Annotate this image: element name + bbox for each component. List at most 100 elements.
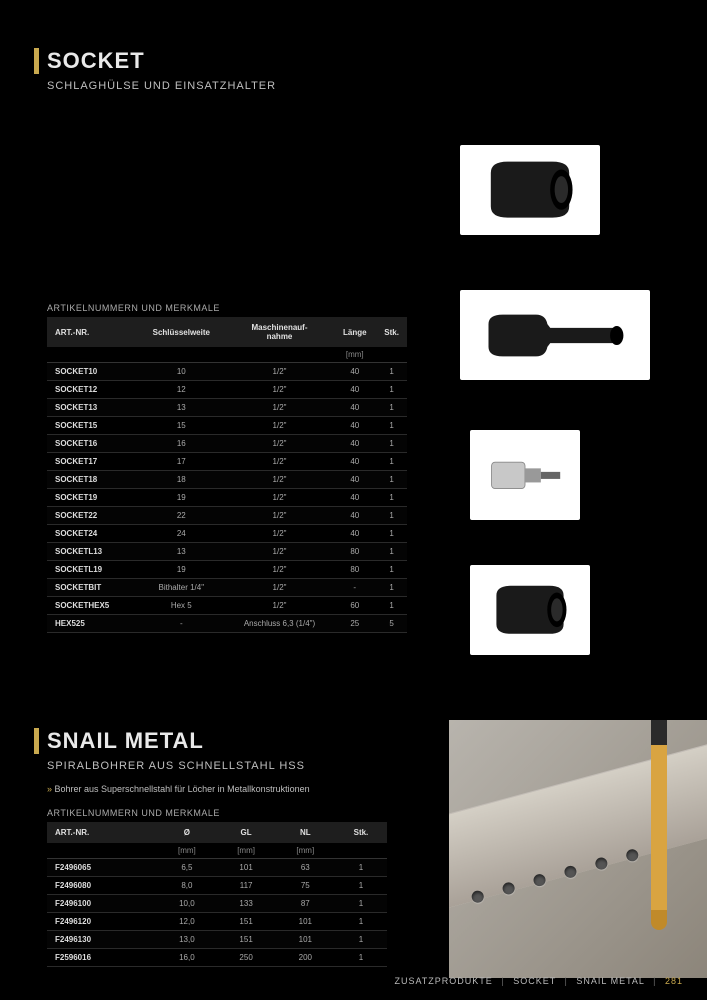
cell-value: 87: [276, 895, 335, 913]
section-title: SNAIL METAL: [47, 728, 204, 754]
cell-value: 1/2": [226, 435, 334, 453]
cell-value: 1: [376, 543, 407, 561]
cell-value: 40: [333, 507, 376, 525]
cell-value: 250: [217, 949, 276, 967]
table-header-row: ART.-NR. Ø GL NL Stk.: [47, 822, 387, 843]
cell-value: 40: [333, 381, 376, 399]
cell-value: 40: [333, 489, 376, 507]
cell-value: 101: [276, 913, 335, 931]
cell-artnr: SOCKET16: [47, 435, 137, 453]
cell-artnr: SOCKETHEX5: [47, 597, 137, 615]
cell-value: 151: [217, 931, 276, 949]
cell-value: 1: [335, 931, 387, 949]
cell-value: 60: [333, 597, 376, 615]
cell-value: 1: [376, 489, 407, 507]
cell-value: 80: [333, 561, 376, 579]
col-stk: Stk.: [335, 822, 387, 843]
table-row: SOCKETL19191/2"801: [47, 561, 407, 579]
table-row: F24960656,5101631: [47, 859, 387, 877]
cell-artnr: SOCKET10: [47, 363, 137, 381]
col-stk: Stk.: [376, 317, 407, 347]
accent-bar: [34, 48, 39, 74]
cell-value: 1: [376, 561, 407, 579]
cell-value: 18: [137, 471, 226, 489]
table-unit-row: [mm] [mm] [mm]: [47, 843, 387, 859]
cell-value: 13,0: [157, 931, 216, 949]
cell-artnr: F2496100: [47, 895, 157, 913]
page-footer: ZUSATZPRODUKTE | SOCKET | SNAIL METAL | …: [394, 976, 683, 986]
table-row: SOCKETBITBithalter 1/4"1/2"-1: [47, 579, 407, 597]
cell-value: 1/2": [226, 543, 334, 561]
cell-value: 12,0: [157, 913, 216, 931]
footer-sep: |: [653, 976, 656, 986]
product-image-bitholder: [470, 430, 580, 520]
cell-value: 1: [376, 363, 407, 381]
socket-table: ART.-NR. Schlüsselweite Maschinenauf- na…: [47, 317, 407, 633]
accent-bar: [34, 728, 39, 754]
col-schluessel: Schlüsselweite: [137, 317, 226, 347]
cell-value: 40: [333, 435, 376, 453]
table-row: HEX525-Anschluss 6,3 (1/4")255: [47, 615, 407, 633]
cell-value: 10,0: [157, 895, 216, 913]
cell-value: 40: [333, 453, 376, 471]
cell-value: 12: [137, 381, 226, 399]
table-row: SOCKET22221/2"401: [47, 507, 407, 525]
cell-value: 6,5: [157, 859, 216, 877]
cell-value: Anschluss 6,3 (1/4"): [226, 615, 334, 633]
cell-artnr: SOCKET22: [47, 507, 137, 525]
col-artnr: ART.-NR.: [47, 822, 157, 843]
section-title: SOCKET: [47, 48, 145, 74]
cell-value: 40: [333, 525, 376, 543]
table-row: F259601616,02502001: [47, 949, 387, 967]
cell-artnr: SOCKET12: [47, 381, 137, 399]
table-row: SOCKET17171/2"401: [47, 453, 407, 471]
cell-value: 15: [137, 417, 226, 435]
col-dia: Ø: [157, 822, 216, 843]
cell-value: 13: [137, 543, 226, 561]
cell-value: 63: [276, 859, 335, 877]
cell-value: 1: [376, 579, 407, 597]
cell-value: 1: [376, 597, 407, 615]
cell-value: -: [137, 615, 226, 633]
table-row: SOCKETHEX5Hex 51/2"601: [47, 597, 407, 615]
cell-value: Hex 5: [137, 597, 226, 615]
cell-value: 1/2": [226, 417, 334, 435]
cell-value: 1: [335, 859, 387, 877]
cell-artnr: SOCKET24: [47, 525, 137, 543]
cell-value: 200: [276, 949, 335, 967]
cell-value: 40: [333, 399, 376, 417]
cell-value: 1/2": [226, 381, 334, 399]
cell-value: 1/2": [226, 579, 334, 597]
cell-artnr: F2496065: [47, 859, 157, 877]
cell-value: 1: [335, 895, 387, 913]
cell-value: 1/2": [226, 561, 334, 579]
table-row: SOCKET15151/2"401: [47, 417, 407, 435]
cell-value: 40: [333, 417, 376, 435]
cell-artnr: SOCKET18: [47, 471, 137, 489]
cell-artnr: F2596016: [47, 949, 157, 967]
snail-table: ART.-NR. Ø GL NL Stk. [mm] [mm] [mm] F24…: [47, 822, 387, 967]
cell-value: 1: [376, 435, 407, 453]
cell-value: 1/2": [226, 525, 334, 543]
cell-value: 25: [333, 615, 376, 633]
cell-value: 1: [376, 417, 407, 435]
cell-value: 1/2": [226, 453, 334, 471]
cell-value: 1: [335, 949, 387, 967]
cell-value: 13: [137, 399, 226, 417]
footer-category: ZUSATZPRODUKTE: [394, 976, 492, 986]
cell-artnr: SOCKETBIT: [47, 579, 137, 597]
col-artnr: ART.-NR.: [47, 317, 137, 347]
cell-value: 151: [217, 913, 276, 931]
table-unit-row: [mm]: [47, 347, 407, 363]
section-heading: SOCKET: [34, 48, 673, 74]
product-image-socket-long: [460, 290, 650, 380]
cell-value: Bithalter 1/4": [137, 579, 226, 597]
cell-value: 10: [137, 363, 226, 381]
footer-section1: SOCKET: [513, 976, 556, 986]
cell-value: 40: [333, 471, 376, 489]
table-row: SOCKET10101/2"401: [47, 363, 407, 381]
table-row: SOCKET13131/2"401: [47, 399, 407, 417]
cell-value: 40: [333, 363, 376, 381]
cell-artnr: SOCKET13: [47, 399, 137, 417]
cell-value: 17: [137, 453, 226, 471]
